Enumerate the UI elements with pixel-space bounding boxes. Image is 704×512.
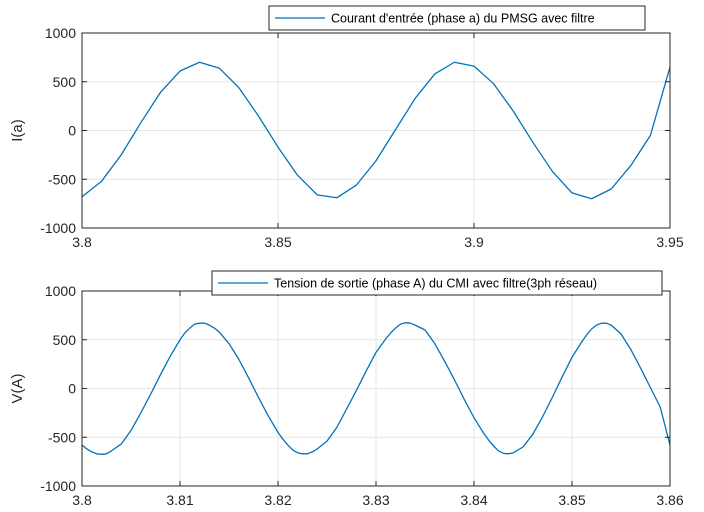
- y-tick-label: 0: [68, 381, 76, 397]
- x-tick-label: 3.95: [656, 234, 683, 250]
- chart-panel-input-current: 3.8 3.85 3.9 3.95 -1000 -500 0 500 1000 I(a) Coura…: [9, 5, 684, 250]
- y-tick-label: 1000: [45, 283, 76, 299]
- x-tick-label: 3.82: [264, 492, 291, 508]
- legend-label: Courant d'entrée (phase a) du PMSG avec …: [331, 12, 595, 26]
- legend-box: [211, 270, 663, 296]
- x-tick-label: 3.81: [166, 492, 193, 508]
- y-axis-label: I(a): [9, 119, 26, 142]
- x-tick-label: 3.84: [460, 492, 487, 508]
- x-tick-label: 3.8: [72, 492, 92, 508]
- y-tick-label: -500: [48, 429, 76, 445]
- y-tick-label: 1000: [45, 25, 76, 41]
- y-tick-label: -500: [48, 171, 76, 187]
- y-tick-label: 500: [53, 74, 77, 90]
- x-tick-label: 3.85: [558, 492, 585, 508]
- y-axis-label: V(A): [9, 373, 26, 403]
- y-tick-label: -1000: [40, 478, 76, 494]
- series-line-0: [81, 322, 671, 455]
- x-tick-label: 3.86: [656, 492, 683, 508]
- legend-label: Tension de sortie (phase A) du CMI avec …: [274, 277, 597, 291]
- x-tick-label: 3.8: [72, 234, 92, 250]
- y-tick-label: 0: [68, 123, 76, 139]
- x-tick-label: 3.83: [362, 492, 389, 508]
- y-tick-label: -1000: [40, 220, 76, 236]
- legend-box: [268, 5, 646, 31]
- y-tick-label: 500: [53, 332, 77, 348]
- x-tick-label: 3.85: [264, 234, 291, 250]
- chart-panel-output-voltage: 3.8 3.81 3.82 3.83 3.84 3.85 3.86 -1000 -500 0 500…: [9, 270, 684, 508]
- series-line-0: [81, 61, 671, 200]
- x-tick-label: 3.9: [464, 234, 484, 250]
